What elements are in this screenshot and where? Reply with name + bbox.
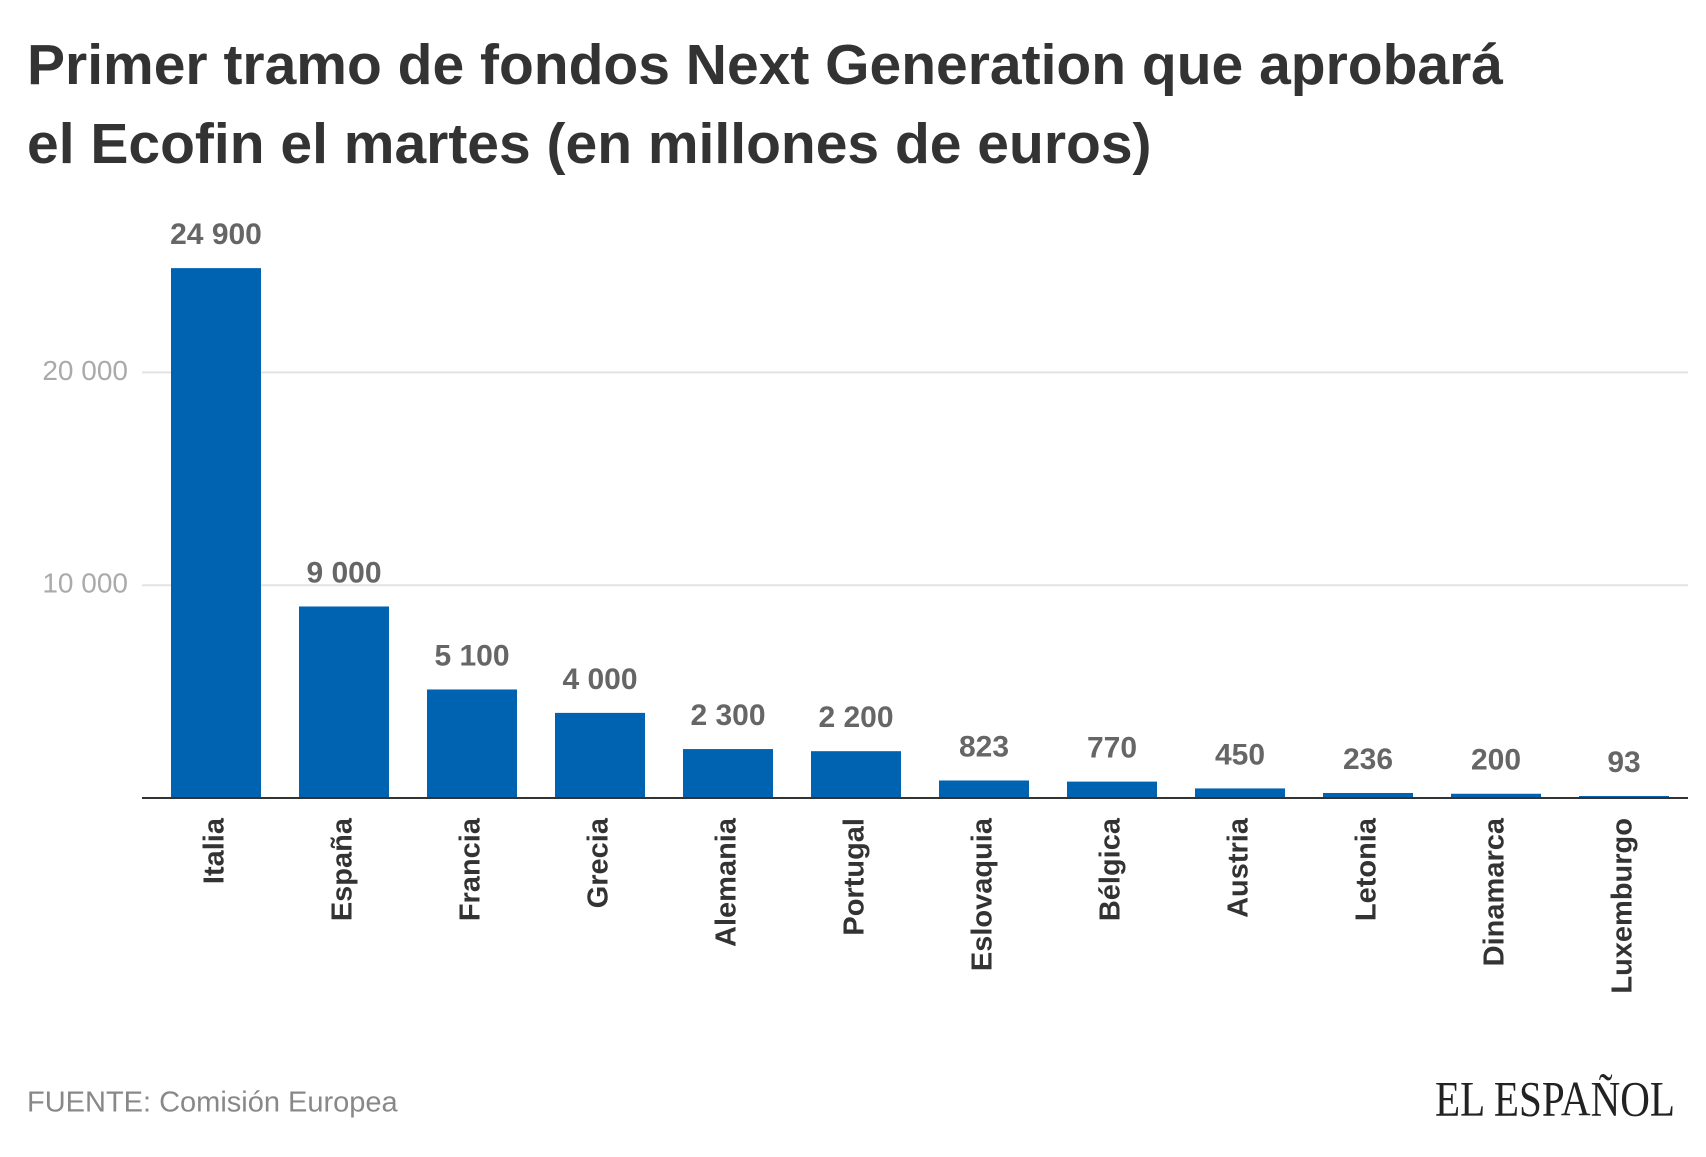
value-label: 450: [1215, 738, 1265, 771]
value-label: 5 100: [434, 639, 509, 672]
bar: [171, 268, 261, 798]
value-label: 770: [1087, 732, 1137, 765]
chart-title-line: Primer tramo de fondos Next Generation q…: [27, 33, 1503, 97]
y-tick-label: 20 000: [42, 355, 128, 386]
x-tick-label: Italia: [199, 817, 231, 884]
bar: [939, 780, 1029, 798]
value-label: 236: [1343, 743, 1393, 776]
value-label: 4 000: [562, 663, 637, 696]
value-label: 24 900: [170, 218, 262, 251]
bar: [427, 689, 517, 798]
bar: [683, 749, 773, 798]
x-tick-label: Portugal: [839, 818, 871, 936]
bar: [1067, 781, 1157, 798]
value-label: 823: [959, 730, 1009, 763]
bar: [1195, 788, 1285, 798]
x-tick-label: Francia: [455, 817, 487, 921]
x-tick-label: Dinamarca: [1479, 817, 1511, 966]
x-tick-label: Bélgica: [1095, 817, 1127, 921]
value-label: 200: [1471, 744, 1521, 777]
value-label: 93: [1607, 746, 1640, 779]
bar: [555, 712, 645, 798]
value-label: 2 200: [818, 701, 893, 734]
bar: [1451, 793, 1541, 798]
source: FUENTE: Comisión Europea: [27, 1087, 399, 1119]
value-label: 2 300: [690, 699, 765, 732]
logo: EL ESPAÑOL: [1435, 1070, 1675, 1126]
bar: [811, 751, 901, 798]
bar: [1323, 792, 1413, 798]
x-tick-label: España: [327, 817, 359, 921]
value-label: 9 000: [306, 556, 381, 589]
x-tick-label: Letonia: [1351, 817, 1383, 921]
x-tick-label: Alemania: [711, 817, 743, 947]
bar: [299, 606, 389, 798]
chart-title-line: el Ecofin el martes (en millones de euro…: [27, 112, 1152, 176]
y-tick-label: 10 000: [42, 568, 128, 599]
x-tick-label: Austria: [1223, 817, 1255, 918]
x-tick-label: Grecia: [583, 817, 615, 908]
x-tick-label: Eslovaquia: [967, 817, 999, 971]
x-tick-label: Luxemburgo: [1607, 818, 1639, 994]
